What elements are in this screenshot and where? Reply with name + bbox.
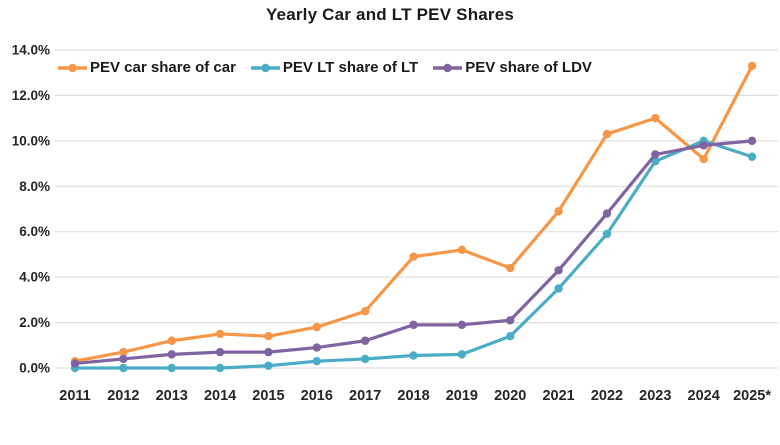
legend: PEV car share of car PEV LT share of LT …	[58, 59, 592, 76]
legend-item-pev-lt-share: PEV LT share of LT	[250, 59, 419, 76]
x-axis-tick-label: 2011	[59, 388, 90, 404]
x-axis-tick-label: 2019	[446, 388, 478, 404]
data-point	[554, 266, 563, 275]
x-axis-tick-label: 2025*	[733, 388, 771, 404]
data-point	[264, 361, 273, 370]
data-point	[554, 207, 563, 216]
x-axis-tick-label: 2022	[591, 388, 623, 404]
data-point	[409, 351, 418, 360]
x-axis-tick-label: 2014	[204, 388, 236, 404]
legend-item-pev-ldv-share: PEV share of LDV	[433, 59, 592, 76]
data-point	[119, 363, 128, 373]
data-point	[457, 245, 467, 255]
data-point	[119, 354, 128, 364]
legend-marker-line-dot-icon	[58, 63, 87, 72]
data-point	[457, 350, 467, 359]
data-point	[602, 229, 612, 239]
legend-item-pev-car-share: PEV car share of car	[58, 59, 236, 76]
y-axis-tick-label: 14.0%	[12, 43, 50, 58]
y-axis-tick-label: 4.0%	[19, 270, 50, 285]
x-axis-tick-label: 2016	[301, 388, 333, 404]
data-point	[506, 316, 515, 325]
data-point	[167, 336, 176, 345]
legend-marker-line-dot-icon	[250, 63, 280, 72]
data-point	[651, 150, 660, 159]
data-point	[360, 336, 370, 345]
series-line-2	[73, 139, 754, 366]
data-point	[167, 350, 176, 359]
data-point	[506, 263, 515, 273]
data-point	[409, 252, 418, 261]
data-point	[264, 347, 273, 357]
y-axis-tick-label: 12.0%	[12, 88, 50, 103]
data-point	[215, 329, 225, 339]
data-point	[70, 359, 80, 368]
legend-label-pev-car-share: PEV car share of car	[90, 59, 236, 76]
series-line-0	[73, 64, 754, 363]
legend-label-pev-ldv-share: PEV share of LDV	[465, 59, 592, 76]
data-point	[360, 354, 370, 364]
y-axis-tick-label: 6.0%	[19, 224, 50, 239]
data-point	[457, 320, 467, 330]
x-axis-tick-label: 2020	[494, 388, 526, 404]
data-point	[215, 363, 225, 373]
data-point	[360, 307, 370, 316]
x-axis-tick-label: 2012	[107, 388, 139, 404]
chart-title: Yearly Car and LT PEV Shares	[265, 5, 515, 24]
data-point	[554, 284, 563, 293]
x-axis-tick-label: 2013	[156, 388, 188, 404]
y-axis-tick-label: 10.0%	[12, 133, 50, 148]
x-axis-tick-label: 2015	[252, 388, 284, 404]
data-point	[119, 347, 128, 357]
data-point	[312, 322, 321, 332]
data-point	[699, 141, 708, 150]
data-point	[215, 347, 225, 357]
legend-marker-line-dot-icon	[433, 63, 463, 72]
y-axis-tick-label: 8.0%	[19, 179, 50, 194]
x-axis-tick-label: 2017	[349, 388, 381, 404]
data-point	[651, 113, 660, 123]
data-point	[747, 136, 757, 146]
data-point	[747, 61, 757, 71]
x-axis-tick-label: 2018	[397, 388, 429, 404]
x-axis-tick-label: 2023	[639, 388, 671, 404]
legend-label-pev-lt-share: PEV LT share of LT	[282, 59, 419, 76]
data-point	[312, 356, 321, 366]
data-point	[699, 154, 708, 164]
data-point	[602, 209, 612, 218]
data-point	[409, 320, 418, 330]
x-axis-tick-label: 2021	[542, 388, 574, 404]
y-axis-tick-label: 0.0%	[19, 361, 50, 376]
data-point	[312, 343, 321, 352]
data-point	[264, 332, 273, 341]
y-axis-tick-label: 2.0%	[19, 315, 50, 330]
data-point	[602, 129, 612, 139]
data-point	[167, 363, 176, 373]
data-point	[747, 152, 757, 161]
x-axis-tick-label: 2024	[688, 388, 720, 404]
data-point	[506, 332, 515, 341]
